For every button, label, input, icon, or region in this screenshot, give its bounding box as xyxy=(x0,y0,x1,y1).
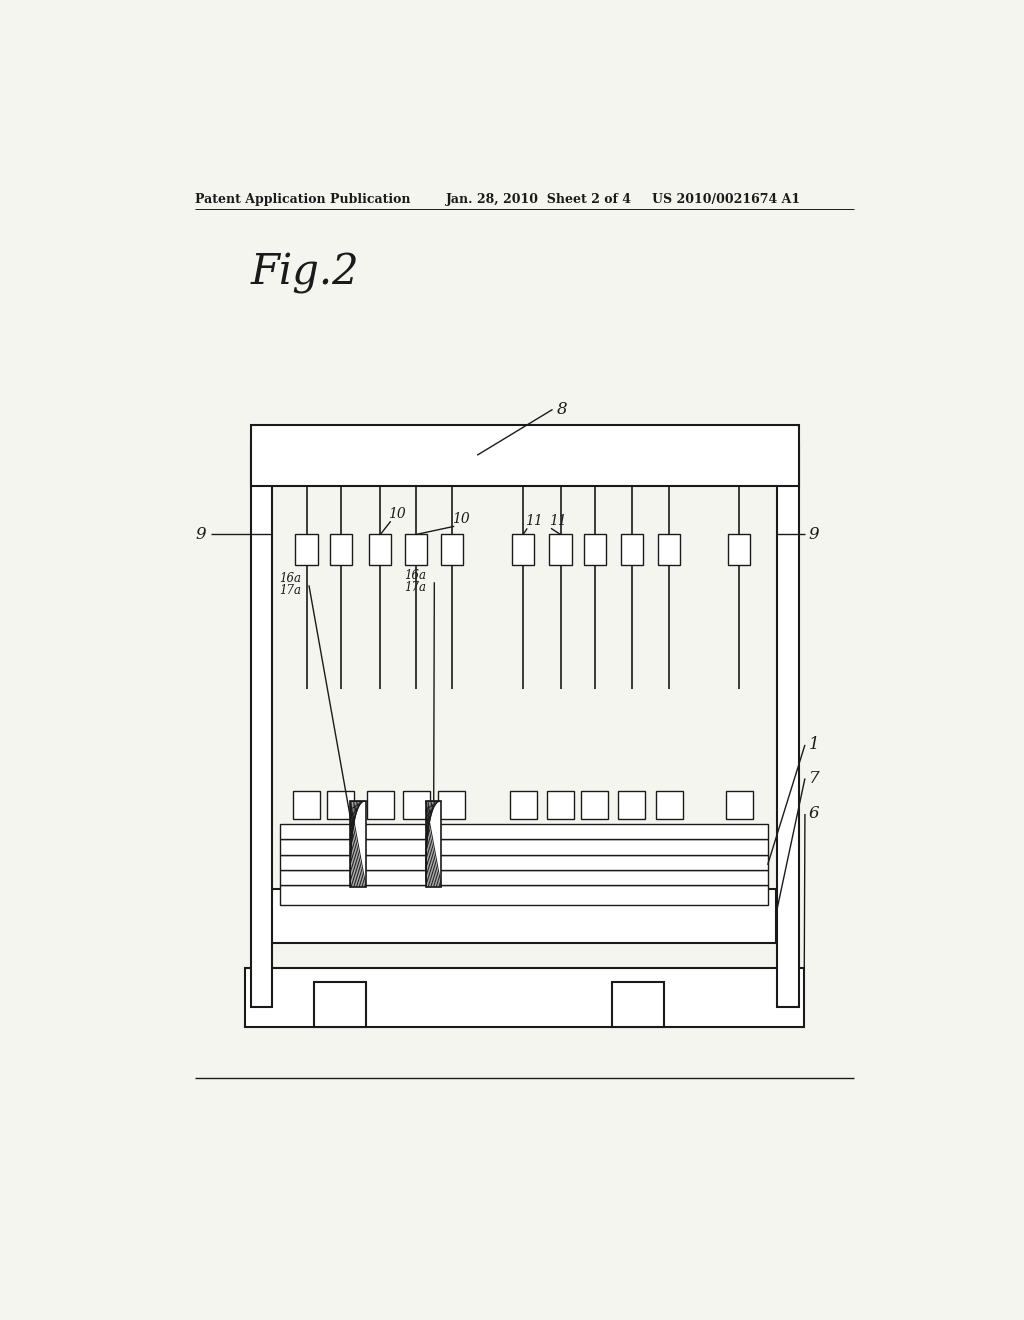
Bar xyxy=(367,791,394,818)
Text: 17a: 17a xyxy=(404,581,426,594)
Bar xyxy=(438,791,465,818)
Text: 16a: 16a xyxy=(279,572,301,585)
Text: 16a: 16a xyxy=(404,569,426,582)
Bar xyxy=(281,824,768,840)
Text: Fig.2: Fig.2 xyxy=(251,252,359,294)
Text: 1: 1 xyxy=(809,737,819,754)
Bar xyxy=(281,870,768,886)
Text: 9: 9 xyxy=(809,525,819,543)
Bar xyxy=(612,982,664,1027)
Bar xyxy=(404,535,427,565)
Text: 6: 6 xyxy=(809,805,819,822)
Bar xyxy=(582,791,608,818)
Bar xyxy=(621,535,643,565)
Text: 7: 7 xyxy=(809,770,819,787)
Bar xyxy=(426,801,441,887)
Bar xyxy=(270,890,775,942)
Bar xyxy=(777,444,799,1007)
Text: 10: 10 xyxy=(452,512,470,527)
Bar xyxy=(281,886,768,906)
Bar xyxy=(655,791,683,818)
Text: US 2010/0021674 A1: US 2010/0021674 A1 xyxy=(652,193,800,206)
Bar xyxy=(328,791,354,818)
Bar xyxy=(402,791,430,818)
Bar xyxy=(281,840,768,854)
Text: 9: 9 xyxy=(196,525,206,543)
Text: 11: 11 xyxy=(549,515,566,528)
Text: 8: 8 xyxy=(557,401,567,418)
Bar xyxy=(728,535,751,565)
Text: 17a: 17a xyxy=(279,583,301,597)
Text: Jan. 28, 2010  Sheet 2 of 4: Jan. 28, 2010 Sheet 2 of 4 xyxy=(445,193,632,206)
Bar xyxy=(547,791,574,818)
Bar xyxy=(293,791,321,818)
Bar xyxy=(246,969,804,1027)
Bar xyxy=(281,854,768,870)
Text: 11: 11 xyxy=(524,515,543,528)
Bar xyxy=(314,982,367,1027)
Bar xyxy=(370,535,391,565)
Bar xyxy=(251,425,799,486)
Bar xyxy=(618,791,645,818)
Bar xyxy=(584,535,606,565)
Bar xyxy=(550,535,571,565)
Bar xyxy=(296,535,317,565)
Bar xyxy=(251,444,272,1007)
Bar xyxy=(512,535,535,565)
Bar xyxy=(330,535,352,565)
Text: Patent Application Publication: Patent Application Publication xyxy=(196,193,411,206)
Bar xyxy=(510,791,537,818)
Bar xyxy=(440,535,463,565)
Bar xyxy=(726,791,753,818)
Bar xyxy=(658,535,680,565)
Bar xyxy=(350,801,367,887)
Text: 10: 10 xyxy=(388,507,407,521)
